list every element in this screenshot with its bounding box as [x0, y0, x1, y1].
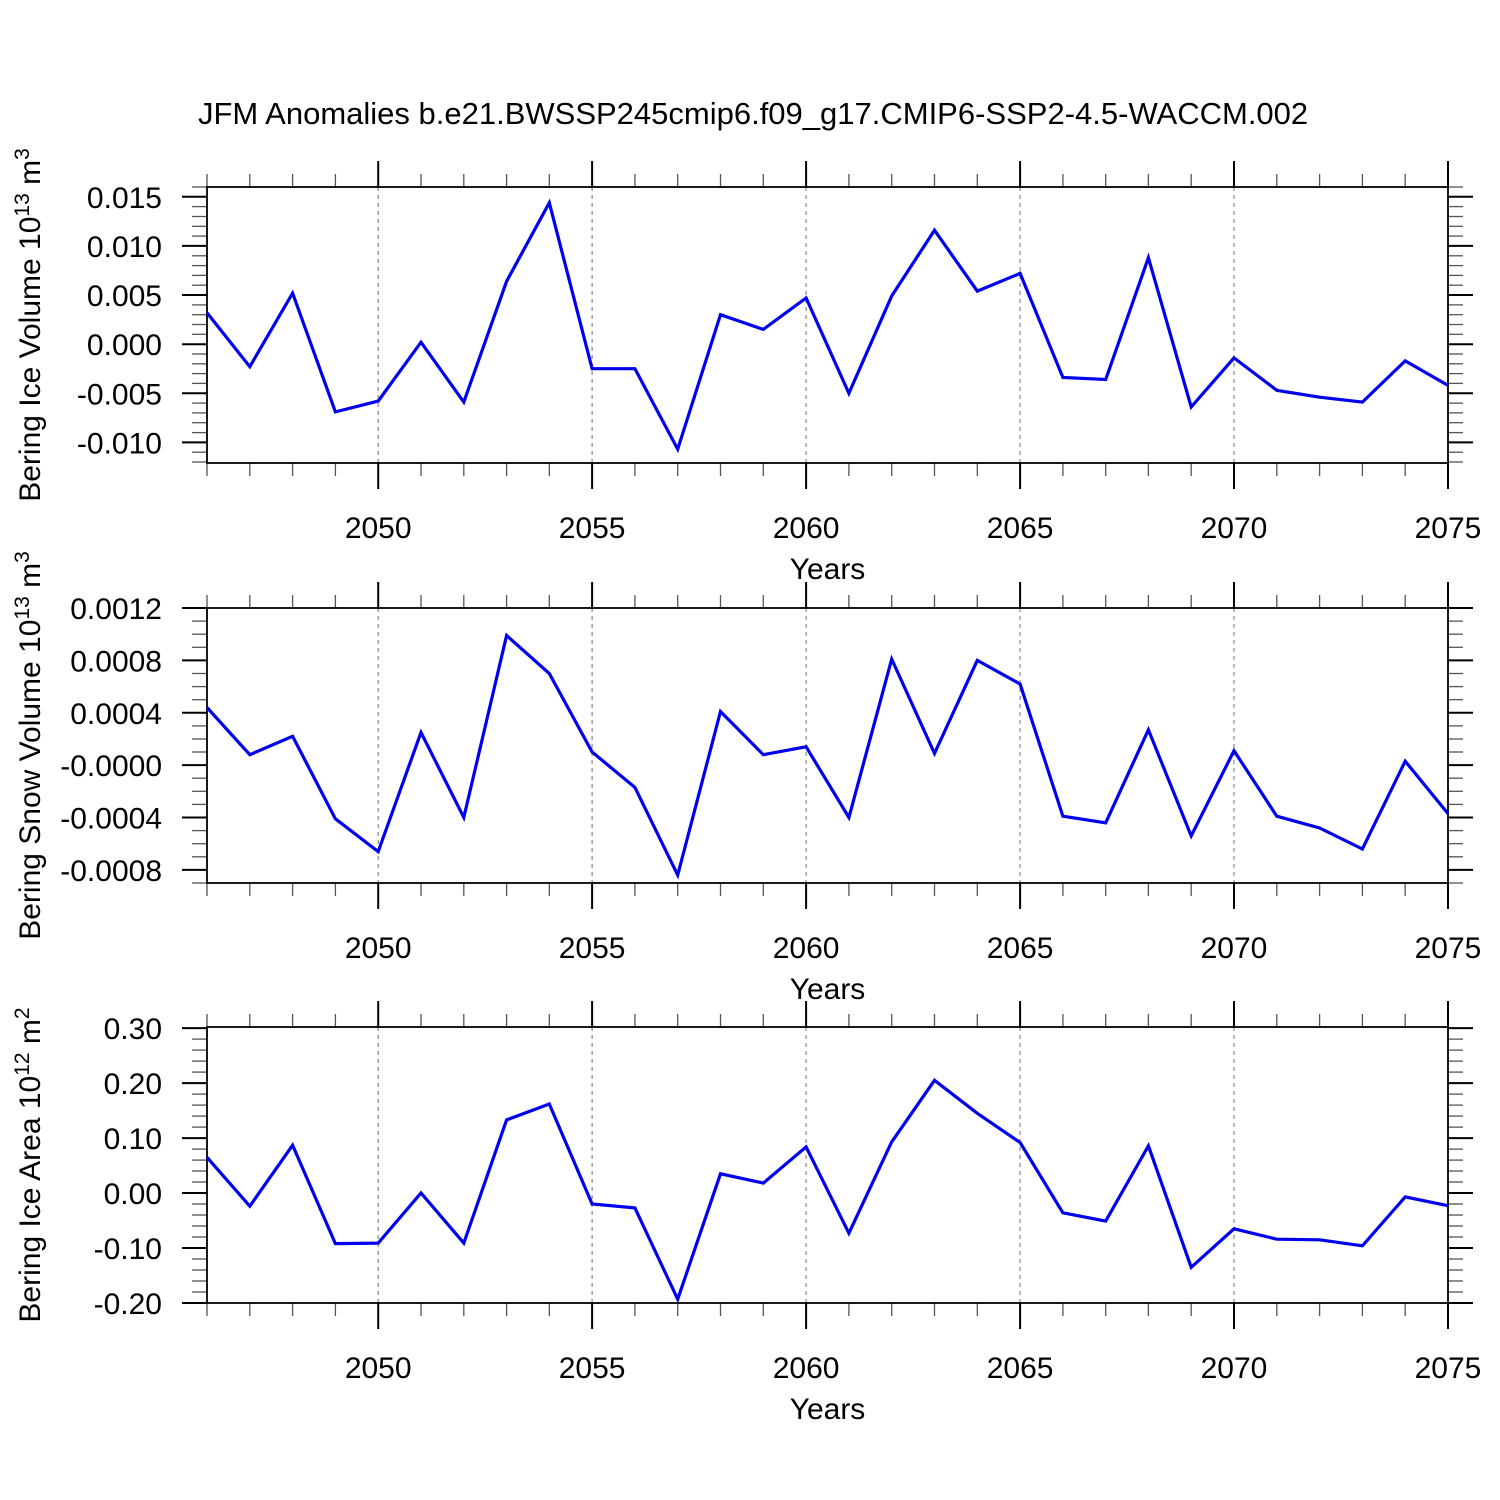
y-tick-label: -0.20: [94, 1288, 162, 1321]
x-tick-label: 2050: [345, 512, 412, 545]
y-tick-label: 0.00: [104, 1178, 162, 1211]
y-axis-title: Bering Ice Area 1012 m2: [11, 1007, 47, 1322]
x-tick-label: 2060: [773, 932, 840, 965]
x-axis-title: Years: [790, 1393, 866, 1426]
plot-frame: [206, 186, 1449, 464]
x-tick-label: 2065: [987, 932, 1054, 965]
x-tick-label: 2060: [773, 1352, 840, 1385]
y-tick-label: 0.20: [104, 1068, 162, 1101]
x-axis-title: Years: [790, 553, 866, 586]
x-tick-label: 2065: [987, 1352, 1054, 1385]
x-tick-label: 2070: [1201, 512, 1268, 545]
y-axis-title: Bering Ice Volume 1013 m3: [11, 148, 47, 502]
plot-frame: [206, 1026, 1449, 1304]
snow-volume-chart: 0.0012 0.0008 0.0004 -0.0000 -0.0004 -0.0008 2…: [11, 551, 1481, 1006]
data-line: [205, 632, 1450, 880]
y-axis-title: Bering Snow Volume 1013 m3: [11, 551, 47, 940]
figure-title: JFM Anomalies b.e21.BWSSP245cmip6.f09_g1…: [198, 96, 1308, 131]
y-tick-label: -0.005: [77, 378, 162, 411]
y-tick-label: -0.10: [94, 1233, 162, 1266]
x-axis-title: Years: [790, 973, 866, 1006]
x-tick-label: 2060: [773, 512, 840, 545]
x-tick-label: 2070: [1201, 1352, 1268, 1385]
y-tick-label: 0.10: [104, 1123, 162, 1156]
data-line: [205, 198, 1449, 454]
y-tick-label: 0.015: [87, 182, 162, 215]
x-tick-label: 2055: [559, 932, 626, 965]
y-tick-label: 0.0008: [70, 645, 162, 678]
x-tick-label: 2075: [1415, 932, 1482, 965]
y-tick-label: -0.010: [77, 427, 162, 460]
ice-volume-chart: 0.015 0.010 0.005 0.000 -0.005 -0.010 2050 2055…: [11, 148, 1481, 586]
y-tick-label: 0.005: [87, 280, 162, 313]
y-tick-label: 0.30: [104, 1013, 162, 1046]
y-tick-label: -0.0008: [60, 855, 162, 888]
data-line: [205, 1078, 1449, 1304]
x-tick-label: 2065: [987, 512, 1054, 545]
y-tick-label: -0.0004: [60, 803, 162, 836]
x-tick-label: 2055: [559, 512, 626, 545]
x-tick-label: 2070: [1201, 932, 1268, 965]
ice-area-chart: 0.30 0.20 0.10 0.00 -0.10 -0.20 2050 2055 2060 20…: [11, 1001, 1481, 1426]
x-tick-label: 2075: [1415, 512, 1482, 545]
x-tick-label: 2075: [1415, 1352, 1482, 1385]
plot-frame: [206, 607, 1449, 884]
x-tick-label: 2050: [345, 1352, 412, 1385]
y-tick-label: 0.010: [87, 231, 162, 264]
y-tick-label: 0.000: [87, 329, 162, 362]
y-tick-label: 0.0012: [70, 593, 162, 626]
x-tick-label: 2055: [559, 1352, 626, 1385]
y-tick-label: -0.0000: [60, 750, 162, 783]
y-tick-label: 0.0004: [70, 698, 162, 731]
x-tick-label: 2050: [345, 932, 412, 965]
